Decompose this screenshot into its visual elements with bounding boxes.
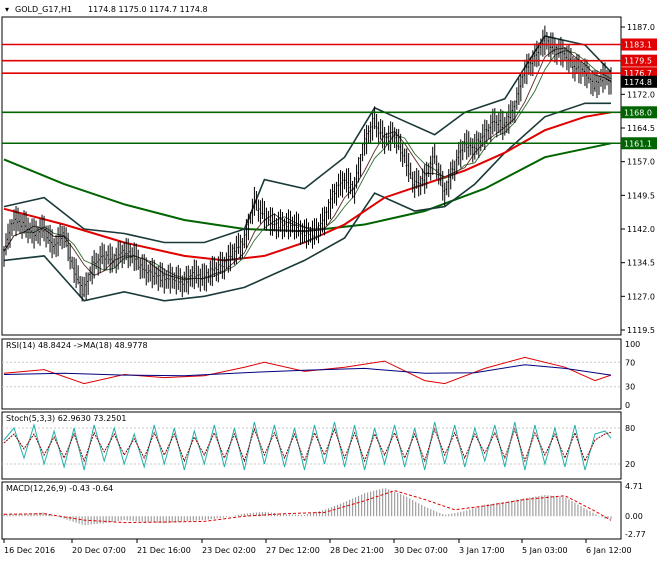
time-tick-label: 30 Dec 07:00	[394, 546, 448, 555]
last-price-box	[621, 75, 657, 88]
rsi-pane	[1, 338, 622, 410]
time-tick-label: 23 Dec 02:00	[202, 546, 256, 555]
macd-title: MACD(12,26,9) -0.43 -0.64	[6, 484, 113, 493]
time-tick-label: 21 Dec 16:00	[137, 546, 191, 555]
level-label: 1183.1	[624, 41, 652, 50]
stoch-tick-label: 80	[625, 424, 635, 433]
time-tick-label: 6 Jan 12:00	[586, 546, 632, 555]
rsi-tick-label: 70	[625, 358, 635, 367]
rsi-title: RSI(14) 48.8424 ->MA(18) 48.9778	[6, 341, 148, 350]
level-label: 1176.7	[624, 69, 652, 78]
symbol-title: GOLD_G17,H1	[15, 5, 72, 14]
chart-symbol-icon: ▾	[5, 5, 9, 14]
time-tick-label: 27 Dec 12:00	[266, 546, 320, 555]
price-tick-label: 1127.0	[627, 292, 655, 301]
time-tick-label: 28 Dec 21:00	[330, 546, 384, 555]
level-label: 1168.0	[624, 108, 652, 117]
time-tick-label: 5 Jan 03:00	[522, 546, 568, 555]
ma-mid-line	[3, 111, 612, 262]
rsi-ma-line	[3, 364, 612, 377]
level-label-box	[621, 106, 657, 119]
macd-tick-label: -2.77	[625, 530, 646, 539]
rsi-tick-label: 100	[625, 340, 640, 349]
stoch-d-line	[3, 427, 612, 463]
level-label-box	[621, 54, 657, 67]
last-price-label: 1174.8	[624, 78, 652, 87]
ma-fast-line	[3, 50, 612, 279]
macd-tick-label: 4.71	[625, 482, 643, 491]
time-tick-label: 20 Dec 07:00	[72, 546, 126, 555]
level-label: 1179.5	[624, 57, 652, 66]
price-tick-label: 1157.0	[627, 158, 655, 167]
price-tick-label: 1134.5	[627, 259, 655, 268]
level-label-box	[621, 38, 657, 51]
stoch-title: Stoch(5,3,3) 62.9630 73.2501	[6, 414, 126, 423]
price-tick-label: 1164.5	[627, 124, 655, 133]
stoch-tick-label: 20	[625, 460, 635, 469]
rsi-tick-label: 0	[625, 401, 630, 410]
time-tick-label: 3 Jan 17:00	[459, 546, 505, 555]
level-label-box	[621, 137, 657, 150]
macd-tick-label: 0.00	[625, 512, 643, 521]
bollinger-lower-line	[3, 102, 611, 302]
rsi-tick-label: 30	[625, 383, 635, 392]
macd-pane	[1, 481, 622, 540]
price-pane	[1, 16, 622, 336]
bollinger-upper-line	[3, 35, 612, 244]
level-label: 1161.1	[624, 139, 652, 148]
time-tick-label: 16 Dec 2016	[4, 546, 55, 555]
price-tick-label: 1142.0	[627, 225, 655, 234]
price-tick-label: 1187.0	[627, 23, 655, 32]
price-tick-label: 1172.0	[627, 90, 655, 99]
ohlc-readout: 1174.8 1175.0 1174.7 1174.8	[88, 5, 208, 14]
macd-signal-line	[3, 490, 612, 524]
stoch-pane	[1, 411, 622, 480]
price-tick-label: 1119.5	[627, 326, 655, 335]
price-tick-label: 1149.5	[627, 191, 655, 200]
